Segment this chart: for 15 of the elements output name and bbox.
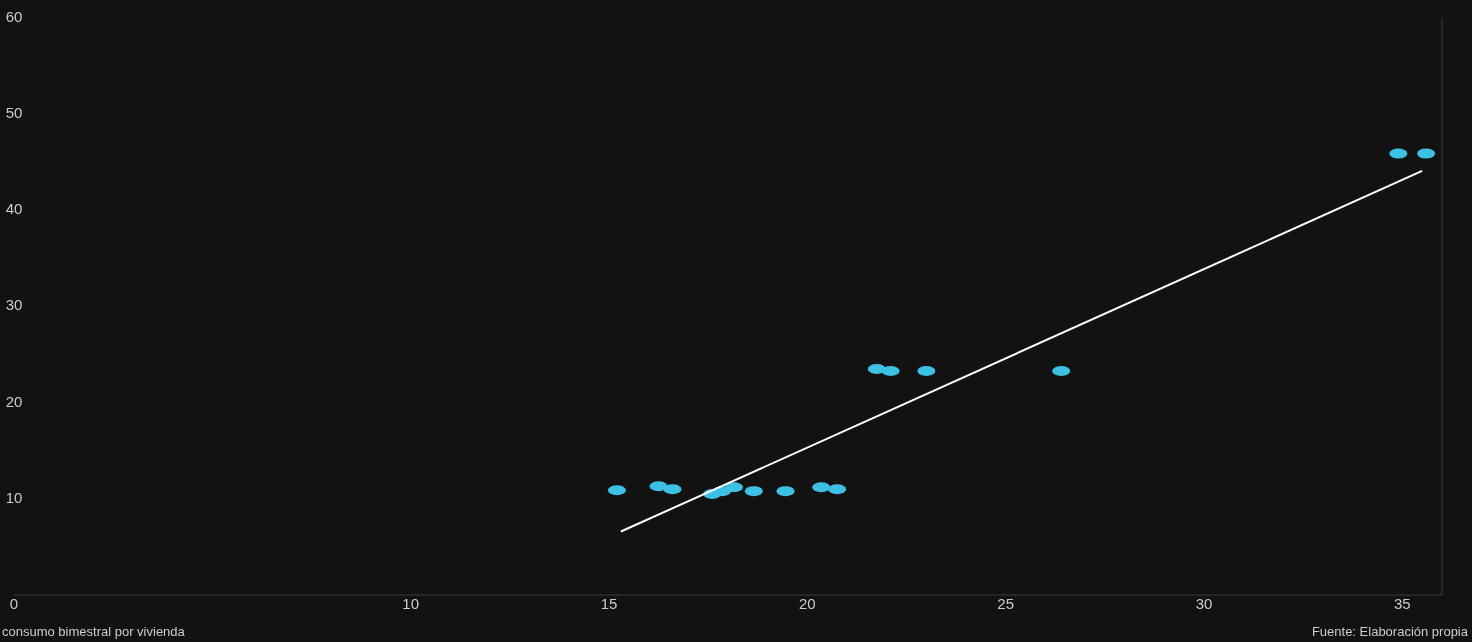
y-tick-label: 30 [5, 296, 23, 314]
source-note: Fuente: Elaboración propia [1311, 624, 1469, 639]
x-tick-label: 20 [798, 594, 816, 612]
x-tick-label: 15 [600, 594, 618, 612]
x-tick-label: 30 [1195, 594, 1213, 612]
x-axis-title: consumo bimestral por vivienda [2, 624, 186, 639]
y-tick-label: 50 [5, 104, 23, 122]
x-tick-label: 25 [997, 594, 1015, 612]
y-tick-label: 10 [5, 488, 23, 506]
x-tick-label: 35 [1393, 594, 1411, 612]
x-tick-label: 0 [9, 594, 19, 612]
y-tick-label: 60 [5, 7, 23, 25]
y-tick-label: 20 [5, 392, 23, 410]
y-tick-label: 40 [5, 200, 23, 218]
x-tick-label: 10 [402, 594, 420, 612]
